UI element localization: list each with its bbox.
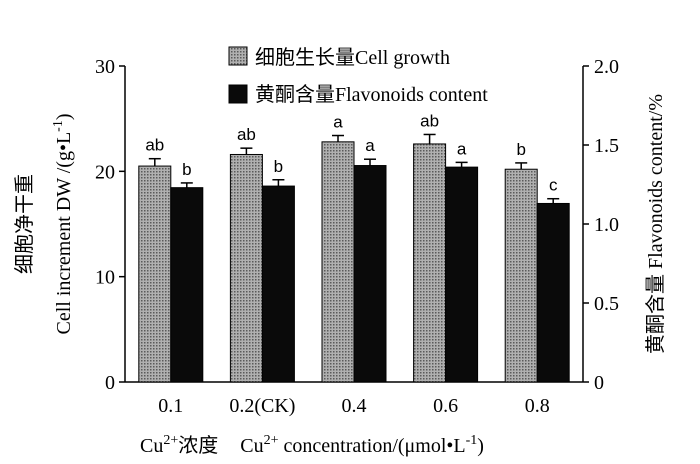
bar-cell-growth <box>321 141 355 383</box>
x-tick-label: 0.2(CK) <box>229 395 295 417</box>
x-tick-label: 0.1 <box>158 395 183 417</box>
right-axis-title-en: Flavonoids content/% <box>645 94 667 274</box>
left-axis-title: 细胞净干重 <box>13 174 36 274</box>
significance-label: a <box>457 139 467 158</box>
legend: 细胞生长量Cell growth 黄酮含量Flavonoids content <box>228 46 488 106</box>
legend-label-cell-growth: 细胞生长量Cell growth <box>255 46 450 69</box>
left-tick-label: 30 <box>95 56 115 78</box>
x-axis-title-en-sup: 2+ <box>264 433 279 448</box>
right-y-ticks: 0 0.5 1.0 1.5 2.0 <box>583 56 619 394</box>
bar-flavonoids <box>445 166 479 383</box>
x-axis-title-en-end: ) <box>477 435 484 457</box>
bar-cell-growth <box>138 165 172 383</box>
significance-label: ab <box>145 136 164 155</box>
significance-label: c <box>549 176 558 195</box>
left-axis-title-en: Cell increment DW /(g•L-1) <box>51 113 75 334</box>
x-axis-title: Cu2+浓度 Cu2+ concentration/(μmol•L-1) <box>140 433 484 457</box>
x-axis-title-en-prefix: Cu <box>240 435 263 457</box>
right-tick-label: 0 <box>594 372 604 394</box>
right-axis-title-cn: 黄酮含量 <box>644 274 667 354</box>
right-tick-label: 2.0 <box>594 56 619 78</box>
left-tick-label: 20 <box>95 161 115 183</box>
significance-label: a <box>333 113 343 132</box>
significance-label: b <box>274 157 283 176</box>
x-axis-title-cn-text: 浓度 <box>178 434 218 457</box>
x-axis-title-cn-prefix: Cu <box>140 435 163 457</box>
significance-label: a <box>365 136 375 155</box>
bar-cell-growth <box>504 168 538 383</box>
legend-label-flavonoids: 黄酮含量Flavonoids content <box>255 83 488 106</box>
left-y-ticks: 0 10 20 30 <box>95 56 125 394</box>
significance-label: b <box>516 140 525 159</box>
left-axis-title-en-end: ) <box>53 113 75 120</box>
right-axis-title: 黄酮含量 Flavonoids content/% <box>644 94 667 354</box>
x-axis-title-en-text: concentration/(μmol•L <box>279 435 466 457</box>
bar-cell-growth <box>413 143 447 383</box>
bar-cell-growth <box>229 153 263 383</box>
right-tick-label: 0.5 <box>594 293 619 315</box>
bar-flavonoids <box>170 187 204 383</box>
left-axis-title-cn: 细胞净干重 <box>13 174 36 274</box>
x-axis-ticks: 0.1 0.2(CK) 0.4 0.6 0.8 <box>158 395 549 417</box>
legend-swatch-cell-growth <box>228 46 248 66</box>
x-axis-title-en-sup2: -1 <box>466 433 478 448</box>
bar-flavonoids <box>536 202 570 383</box>
legend-swatch-flavonoids <box>228 84 248 104</box>
left-axis-title-en-sup: -1 <box>51 120 66 132</box>
bar-flavonoids <box>353 165 387 383</box>
x-tick-label: 0.4 <box>342 395 367 417</box>
x-tick-label: 0.6 <box>433 395 458 417</box>
x-tick-label: 0.8 <box>525 395 550 417</box>
significance-label: b <box>182 160 191 179</box>
right-tick-label: 1.0 <box>594 214 619 236</box>
x-axis-title-cn-sup: 2+ <box>163 433 178 448</box>
significance-label: ab <box>420 111 439 130</box>
significance-label: ab <box>237 125 256 144</box>
left-tick-label: 10 <box>95 267 115 289</box>
svg-text:黄酮含量 Flavonoids content/%: 黄酮含量 Flavonoids content/% <box>644 94 667 354</box>
left-tick-label: 0 <box>105 372 115 394</box>
right-tick-label: 1.5 <box>594 135 619 157</box>
left-axis-title-en-group: Cell increment DW /(g•L-1) <box>51 113 75 334</box>
left-axis-title-en-main: Cell increment DW /(g•L <box>53 132 75 335</box>
bar-flavonoids <box>261 185 295 383</box>
